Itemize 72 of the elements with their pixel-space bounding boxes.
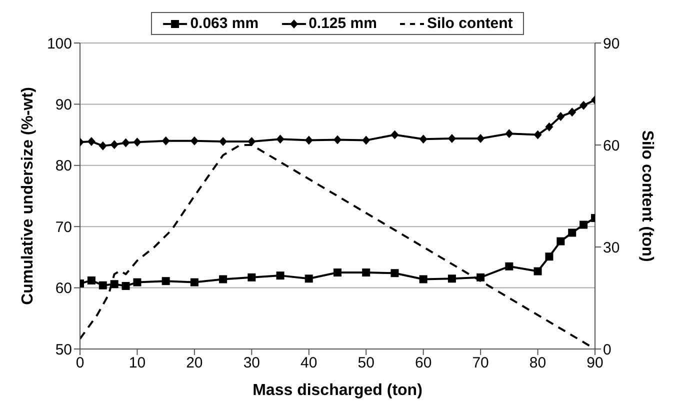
y2-tick-label: 90: [603, 35, 620, 52]
point: [362, 268, 370, 276]
x-tick-label: 60: [414, 354, 432, 372]
y-tick-label: 70: [55, 218, 72, 236]
point: [133, 138, 142, 147]
point: [110, 280, 118, 288]
y2-tick-label: 30: [603, 239, 620, 256]
y-tick-label: 90: [55, 96, 72, 114]
point: [534, 130, 542, 140]
x-tick-label: 70: [472, 354, 489, 372]
point: [556, 112, 565, 121]
y-tick-label: 60: [55, 280, 72, 298]
point: [219, 275, 228, 284]
point: [87, 137, 96, 146]
point: [133, 278, 142, 286]
x-tick-label: 90: [586, 354, 604, 372]
point: [162, 277, 170, 286]
point: [276, 134, 284, 144]
point: [190, 136, 198, 146]
point: [304, 274, 313, 283]
legend-label: 0.125 mm: [308, 15, 377, 32]
x-tick-label: 30: [243, 354, 260, 372]
y-axis-title: Cumulative undersize (%-wt): [20, 87, 36, 305]
point: [580, 100, 588, 110]
x-tick-label: 20: [186, 354, 203, 372]
point: [248, 273, 256, 282]
y2-axis-title: Silo content (ton): [638, 130, 656, 262]
legend-label: 0.063 mm: [189, 15, 259, 32]
point: [545, 252, 554, 261]
point: [448, 134, 456, 143]
legend-label: Silo content: [426, 15, 513, 32]
point: [276, 272, 284, 280]
x-tick-label: 80: [529, 354, 546, 372]
point: [580, 220, 588, 229]
point: [419, 134, 428, 144]
point: [334, 268, 342, 276]
point: [87, 276, 96, 284]
point: [162, 136, 170, 146]
point: [334, 135, 342, 144]
x-axis-title: Mass discharged (ton): [252, 382, 422, 399]
point: [190, 278, 198, 286]
x-tick-label: 50: [358, 354, 374, 372]
point: [122, 138, 130, 148]
y-tick-label: 80: [55, 158, 72, 175]
point: [568, 108, 576, 117]
point: [419, 275, 428, 284]
point: [304, 136, 313, 145]
point: [568, 228, 576, 237]
point: [545, 122, 554, 132]
point: [98, 141, 107, 150]
point: [448, 274, 456, 283]
y2-tick-label: 0: [603, 341, 612, 358]
point: [390, 130, 399, 140]
point: [505, 129, 514, 138]
x-tick-label: 0: [76, 354, 84, 372]
point: [362, 136, 370, 145]
point: [476, 273, 485, 282]
point: [122, 282, 130, 290]
x-tick-label: 40: [300, 354, 318, 372]
point: [505, 262, 514, 270]
point: [476, 134, 485, 143]
point: [219, 137, 228, 146]
point: [248, 137, 256, 146]
point: [534, 267, 542, 276]
point: [98, 281, 107, 290]
y2-tick-label: 60: [603, 137, 620, 154]
point: [390, 269, 399, 278]
x-tick-label: 10: [128, 354, 146, 372]
y-tick-label: 100: [46, 35, 72, 52]
point: [110, 140, 118, 150]
point: [556, 237, 565, 246]
y-tick-label: 50: [55, 341, 72, 358]
